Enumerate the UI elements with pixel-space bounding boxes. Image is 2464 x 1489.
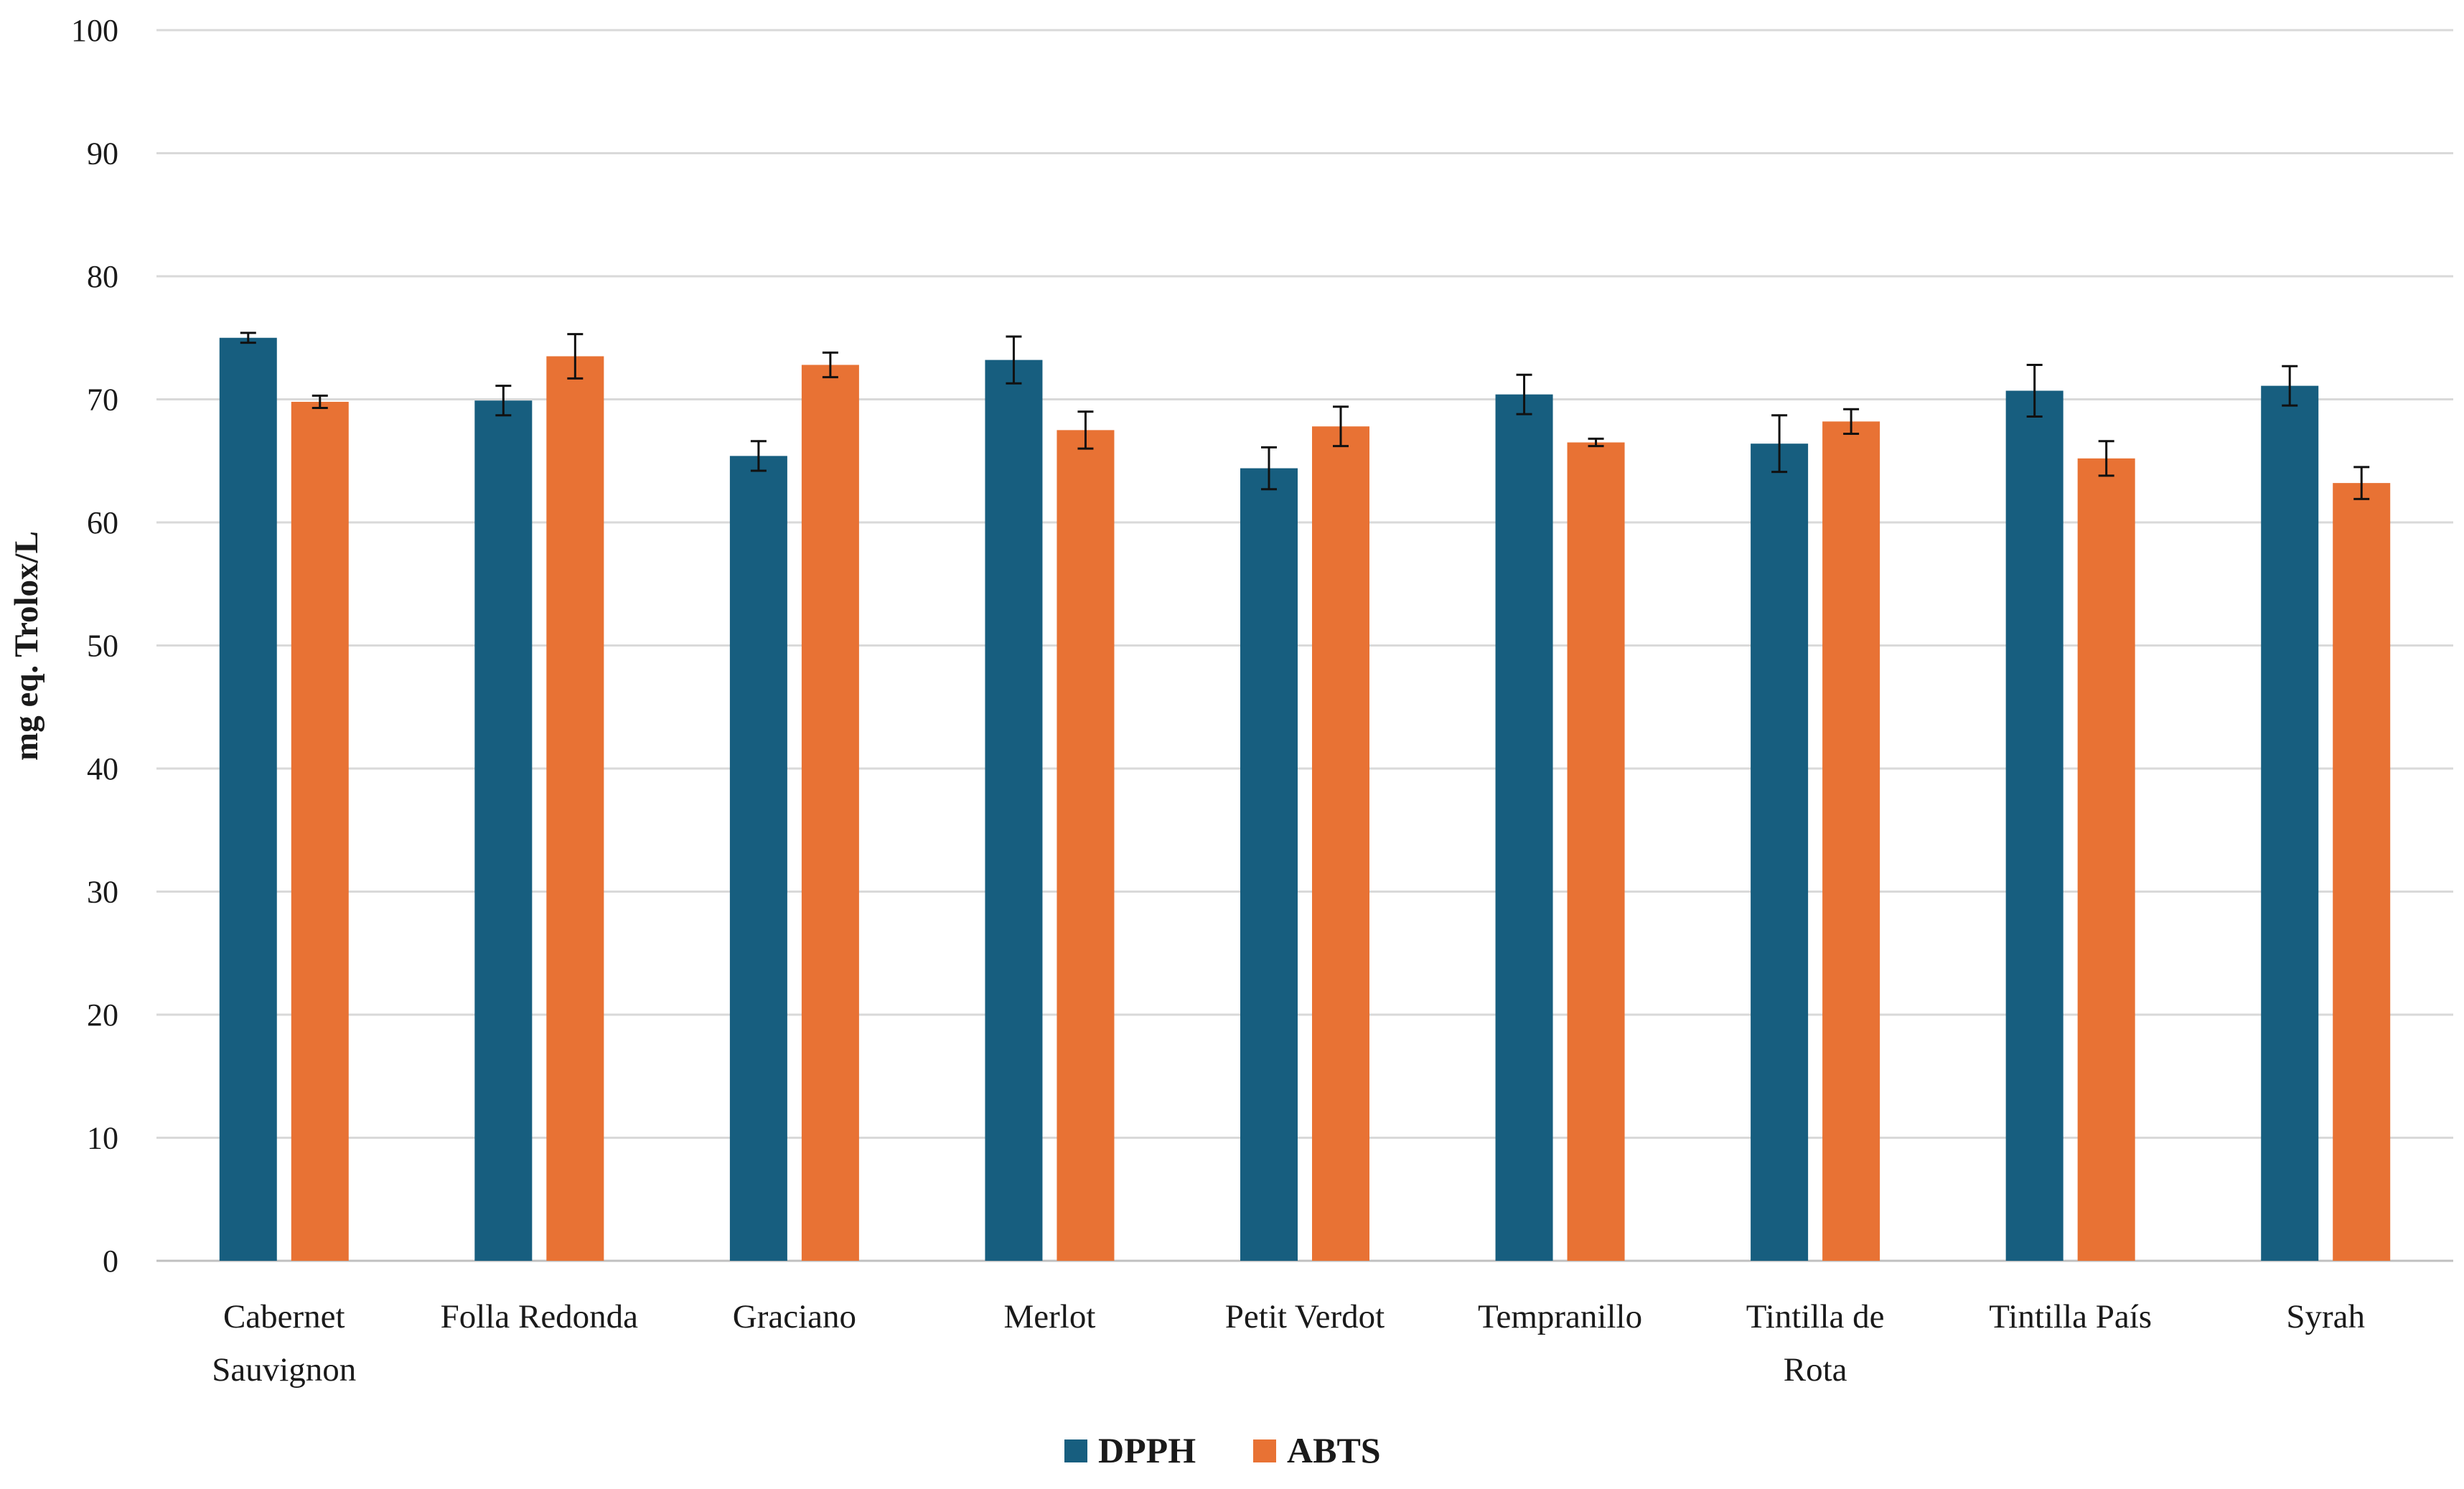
bar-abts	[1057, 430, 1115, 1261]
x-category-label: Folla Redonda	[441, 1298, 639, 1335]
y-tick-label: 100	[71, 13, 118, 48]
x-category-label: Sauvignon	[212, 1351, 356, 1389]
y-tick-label: 0	[103, 1244, 118, 1279]
bar-abts	[1567, 442, 1625, 1261]
error-bar	[240, 332, 256, 344]
error-bar	[2098, 440, 2114, 477]
y-tick-label: 20	[87, 997, 118, 1033]
legend-swatch	[1253, 1439, 1276, 1462]
bar-dpph	[1495, 394, 1553, 1261]
bar-dpph	[1751, 443, 1809, 1261]
error-bar	[1261, 446, 1277, 491]
bar-abts	[801, 365, 859, 1262]
legend: DPPH ABTS	[1064, 1430, 1381, 1470]
bar-dpph	[729, 456, 787, 1261]
error-bar	[1771, 414, 1788, 474]
bar-dpph	[985, 360, 1043, 1261]
x-category-label: Graciano	[733, 1298, 856, 1335]
y-tick-label: 50	[87, 629, 118, 664]
bar-dpph	[474, 400, 533, 1261]
error-bar	[1333, 405, 1349, 448]
error-bar	[2026, 363, 2043, 418]
bar-abts	[2077, 458, 2135, 1261]
error-bar	[2353, 466, 2370, 500]
bar-dpph	[1240, 468, 1298, 1261]
bar-dpph	[2005, 390, 2064, 1261]
error-bar	[1588, 437, 1604, 448]
x-category-label: Merlot	[1003, 1298, 1095, 1335]
legend-label: DPPH	[1098, 1430, 1196, 1470]
x-category-label: Cabernet	[223, 1298, 345, 1335]
bar-abts	[546, 356, 604, 1262]
y-tick-label: 60	[87, 505, 118, 540]
error-bar	[750, 440, 767, 472]
x-category-label: Petit Verdot	[1225, 1298, 1385, 1335]
y-tick-label: 80	[87, 259, 118, 294]
bar-abts	[1822, 421, 1880, 1261]
legend-item-abts: ABTS	[1253, 1430, 1381, 1470]
bar-dpph	[2261, 385, 2319, 1261]
bar-dpph	[219, 337, 277, 1261]
error-bar	[1843, 408, 1860, 436]
bar-abts	[291, 401, 349, 1262]
error-bar	[1516, 373, 1532, 415]
legend-label: ABTS	[1287, 1430, 1381, 1470]
x-category-label: Tintilla País	[1989, 1298, 2152, 1335]
error-bar	[567, 333, 584, 380]
y-tick-label: 30	[87, 875, 118, 910]
error-bar	[2282, 365, 2298, 407]
x-category-label: Tintilla de	[1746, 1298, 1885, 1335]
legend-item-dpph: DPPH	[1064, 1430, 1196, 1470]
error-bar	[495, 385, 512, 417]
x-category-label: Syrah	[2286, 1298, 2365, 1335]
legend-swatch	[1064, 1439, 1087, 1462]
bar-abts	[2333, 483, 2391, 1261]
error-bar	[822, 351, 838, 379]
y-tick-label: 40	[87, 751, 118, 786]
x-category-label: Tempranillo	[1478, 1298, 1642, 1335]
y-tick-label: 10	[87, 1121, 118, 1156]
error-bar	[1077, 410, 1094, 450]
bar-abts	[1312, 426, 1369, 1261]
error-bar	[311, 394, 328, 410]
y-axis-label: mg eq. Trolox/L	[8, 531, 45, 761]
error-bar	[1006, 335, 1022, 385]
y-tick-label: 90	[87, 136, 118, 172]
x-category-label: Rota	[1784, 1351, 1847, 1389]
y-tick-label: 70	[87, 382, 118, 418]
